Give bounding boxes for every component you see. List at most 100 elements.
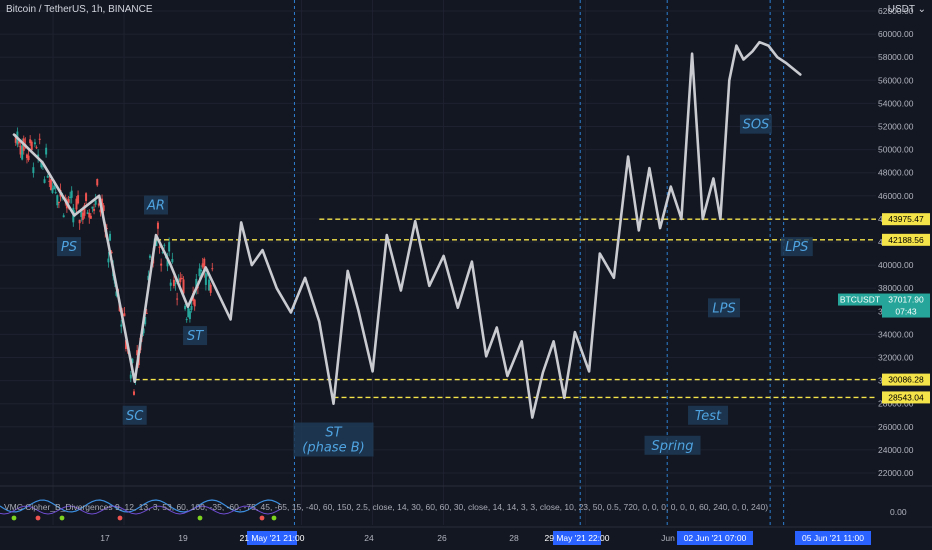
chevron-down-icon: ⌄ xyxy=(917,4,926,15)
candle-body xyxy=(148,255,151,258)
candle-body xyxy=(161,251,164,253)
candle-body xyxy=(198,268,201,277)
annotation-box xyxy=(780,237,813,257)
date-tag xyxy=(677,531,753,545)
candle-body xyxy=(179,277,182,283)
price-tick-label: 22000.00 xyxy=(878,468,914,478)
candle-body xyxy=(200,269,203,272)
annotation-label: Test xyxy=(695,409,722,424)
price-tick-label: 58000.00 xyxy=(878,52,914,62)
candle-body xyxy=(123,313,126,317)
annotation-box xyxy=(57,237,82,257)
candle-body xyxy=(27,155,30,161)
candle-body xyxy=(147,275,150,281)
candle-body xyxy=(67,199,70,203)
candle-body xyxy=(204,273,207,285)
candle-body xyxy=(25,154,28,159)
candle-body xyxy=(17,141,20,144)
candle-body xyxy=(83,205,86,216)
candle-body xyxy=(56,195,59,206)
candle-body xyxy=(21,145,24,160)
candle-body xyxy=(158,246,161,248)
price-tick-label: 32000.00 xyxy=(878,353,914,363)
candle-body xyxy=(208,279,211,291)
annotation-st: ST(phase B) xyxy=(293,422,374,457)
time-tick-label: 19 xyxy=(178,533,188,543)
candle-body xyxy=(184,305,187,310)
oscillator-tick-label: 0.00 xyxy=(890,507,907,517)
indicator-legend: VMC Cipher_B_Divergences 9, 12, 13, 3, 5… xyxy=(4,502,769,512)
last-price-tag xyxy=(882,293,930,318)
currency-label: USDT xyxy=(887,4,915,15)
candle-body xyxy=(80,211,83,218)
price-tick-label: 56000.00 xyxy=(878,75,914,85)
axis-tags: 43975.47 42188.56 30086.28 28543.04 BTCUSDT 3… xyxy=(838,213,930,404)
candle-body xyxy=(69,196,72,199)
time-tick-label: 26 xyxy=(437,533,447,543)
signal-dot xyxy=(117,515,123,521)
candle-body xyxy=(176,298,179,300)
annotation-lps: LPS xyxy=(780,237,813,257)
price-axis[interactable]: 62000.00 60000.00 58000.00 56000.00 54000.00… xyxy=(878,6,914,517)
candle-body xyxy=(91,206,94,209)
price-tick-label: 28000.00 xyxy=(878,399,914,409)
candle-body xyxy=(38,138,41,140)
candle-body xyxy=(62,215,65,218)
candle-body xyxy=(94,200,97,205)
candle-body xyxy=(78,219,81,224)
annotation-box xyxy=(122,405,147,425)
candle-body xyxy=(125,340,128,349)
last-price-label: 37017.90 xyxy=(888,295,924,305)
signal-dot xyxy=(197,515,203,521)
level-price-label: 28543.04 xyxy=(888,392,924,402)
candle-body xyxy=(172,279,175,286)
time-tick-label: 28 xyxy=(509,533,519,543)
candle-body xyxy=(96,179,99,186)
price-tick-label: 60000.00 xyxy=(878,29,914,39)
annotation-label: PS xyxy=(61,240,77,255)
signal-dot xyxy=(59,515,65,521)
candle-body xyxy=(65,203,68,209)
annotation-box xyxy=(144,195,168,215)
candle-body xyxy=(51,188,54,193)
candle-body xyxy=(75,198,78,210)
candle-body xyxy=(102,205,105,212)
chart-title: Bitcoin / TetherUS, 1h, BINANCE xyxy=(6,4,153,15)
candle-body xyxy=(209,284,212,293)
annotation-label: SC xyxy=(126,409,144,424)
annotation-sc: SC xyxy=(122,405,147,425)
date-tag xyxy=(795,531,871,545)
candle-body xyxy=(180,278,183,280)
level-price-tag xyxy=(882,373,930,386)
bar-countdown-label: 07:43 xyxy=(895,307,917,317)
candle-body xyxy=(163,244,166,246)
candle-body xyxy=(40,162,43,168)
candle-body xyxy=(187,307,190,318)
level-price-tag xyxy=(882,213,930,226)
candle-body xyxy=(77,195,80,204)
date-tag xyxy=(247,531,297,545)
candle-body xyxy=(203,258,206,273)
annotation-sos: SOS xyxy=(739,114,772,134)
price-tick-label: 54000.00 xyxy=(878,98,914,108)
currency-selector[interactable]: USDT ⌄ xyxy=(888,4,926,15)
candle-body xyxy=(107,258,110,263)
candle-body xyxy=(45,147,48,155)
candle-body xyxy=(32,167,35,174)
wave-trend-line xyxy=(0,499,281,513)
candle-body xyxy=(156,222,159,229)
price-tick-label: 62000.00 xyxy=(878,6,914,16)
signal-dot xyxy=(35,515,41,521)
date-tag-label: 02 Jun '21 07:00 xyxy=(684,533,747,543)
level-price-label: 43975.47 xyxy=(888,214,924,224)
annotation-st: ST xyxy=(183,326,208,346)
price-tick-label: 52000.00 xyxy=(878,122,914,132)
candle-body xyxy=(109,233,112,241)
date-tag-label: 21 May '21 21:00 xyxy=(240,533,305,543)
price-tick-label: 40000.00 xyxy=(878,260,914,270)
candle-body xyxy=(85,193,88,202)
candle-body xyxy=(110,251,113,254)
time-axis[interactable]: 17 19 24 26 28 Jun 21 May '21 21:00 29 May '21 … xyxy=(0,526,932,545)
annotation-ar: AR xyxy=(144,195,168,215)
